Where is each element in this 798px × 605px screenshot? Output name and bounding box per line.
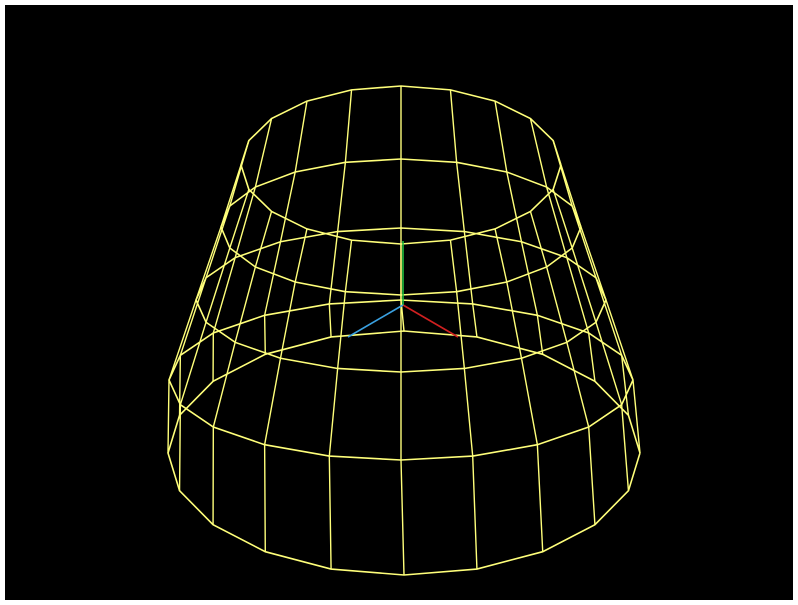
cone-generator-line <box>494 100 544 355</box>
cone-generator-line <box>529 118 596 382</box>
cone-generator-line <box>494 228 544 552</box>
cone-generator-line <box>178 140 250 416</box>
cone-generator-line <box>178 189 250 491</box>
cone-generator-line <box>212 211 273 525</box>
cone-generator-line <box>167 164 242 454</box>
cone-generator-line <box>552 189 630 491</box>
cone-ring-5 <box>167 330 641 576</box>
cone-generator-line <box>328 89 353 338</box>
cone-generator-line <box>560 164 641 454</box>
z-axis-line <box>347 304 404 338</box>
cone-generator-line <box>212 118 273 382</box>
cone-generator-line <box>328 240 353 570</box>
cone-generator-line <box>263 228 308 552</box>
cone-generator-line <box>449 89 478 338</box>
wireframe-scene <box>167 85 641 576</box>
cone-generator-line <box>552 140 630 416</box>
x-axis-line <box>402 304 459 338</box>
axes-gizmo <box>347 241 459 338</box>
cone-generator-line <box>263 100 308 355</box>
cone-generator-line <box>400 86 405 332</box>
cone-wireframe <box>167 85 641 576</box>
cone-generator-line <box>529 211 596 525</box>
3d-viewport[interactable] <box>5 5 793 600</box>
cone-generator-line <box>449 240 478 570</box>
